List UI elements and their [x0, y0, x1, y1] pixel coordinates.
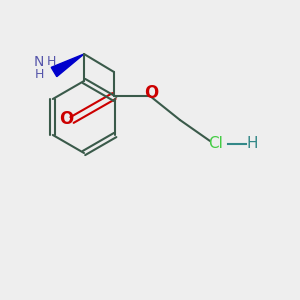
Text: Cl: Cl [208, 136, 224, 152]
Text: H: H [34, 68, 44, 82]
Text: H: H [246, 136, 258, 152]
Polygon shape [51, 54, 84, 76]
Text: H: H [46, 55, 56, 68]
Text: O: O [144, 84, 159, 102]
Text: N: N [34, 55, 44, 68]
Text: O: O [59, 110, 73, 128]
